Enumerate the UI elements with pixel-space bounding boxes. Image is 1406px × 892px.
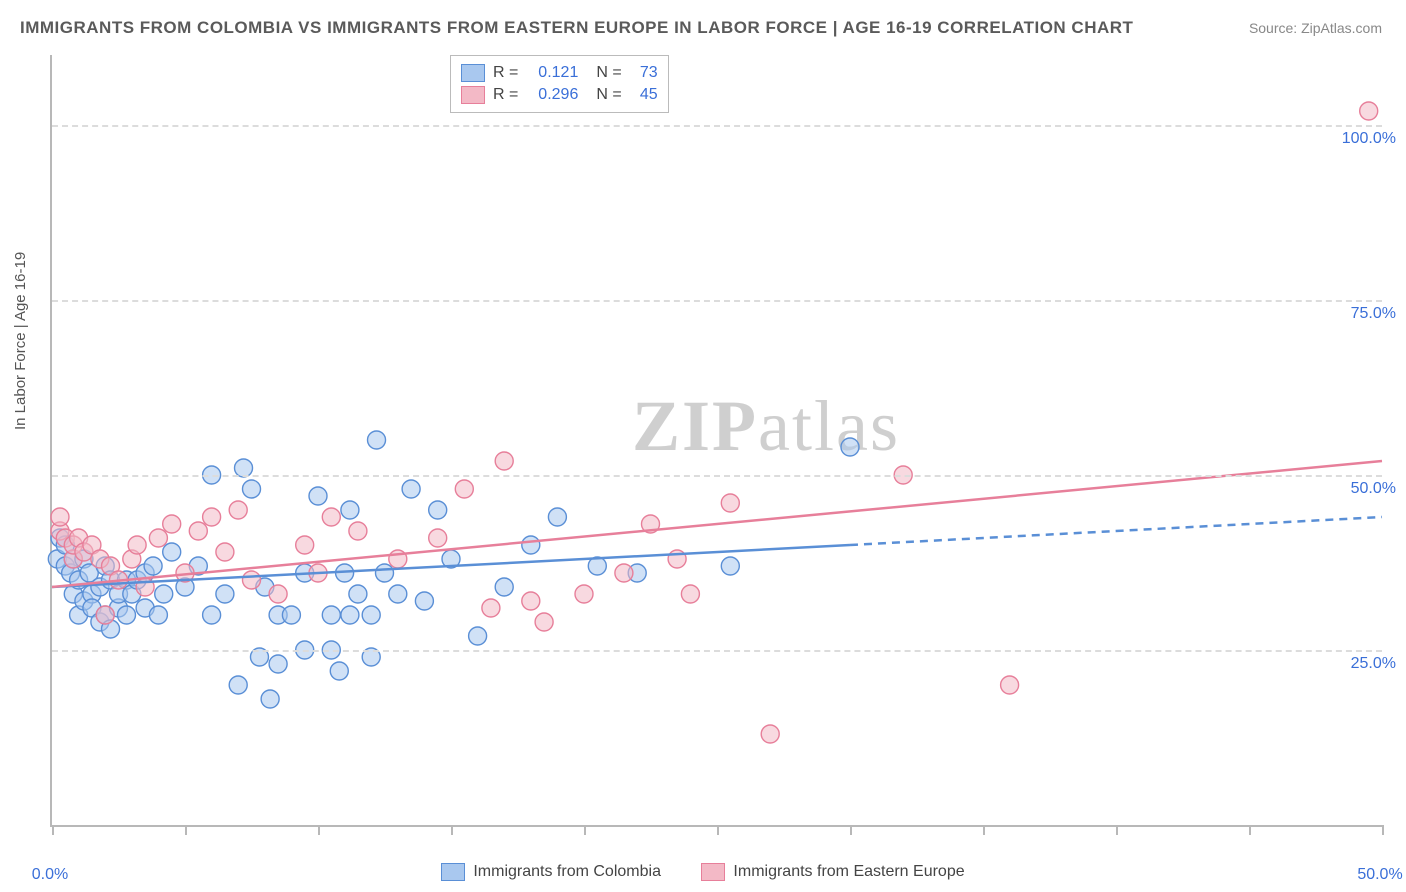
y-tick-label: 50.0% (1351, 480, 1396, 498)
legend-label-eastern-europe: Immigrants from Eastern Europe (733, 863, 964, 881)
chart-title: IMMIGRANTS FROM COLOMBIA VS IMMIGRANTS F… (20, 18, 1133, 38)
y-tick-label: 100.0% (1342, 130, 1396, 148)
r-label: R = (493, 84, 518, 106)
chart-svg (52, 55, 1382, 825)
n-value-colombia: 73 (630, 62, 658, 84)
y-axis-label: In Labor Force | Age 16-19 (12, 252, 29, 430)
x-tick-label: 50.0% (1357, 866, 1402, 884)
series-legend: Immigrants from Colombia Immigrants from… (0, 863, 1406, 886)
y-tick-label: 25.0% (1351, 655, 1396, 673)
n-label: N = (596, 84, 621, 106)
swatch-eastern-europe (461, 86, 485, 104)
n-value-eastern-europe: 45 (630, 84, 658, 106)
legend-label-colombia: Immigrants from Colombia (473, 863, 661, 881)
legend-item-colombia: Immigrants from Colombia (441, 863, 661, 881)
y-tick-label: 75.0% (1351, 305, 1396, 323)
source-label: Source: ZipAtlas.com (1249, 20, 1382, 36)
legend-item-eastern-europe: Immigrants from Eastern Europe (701, 863, 964, 881)
plot-area: ZIPatlas (50, 55, 1382, 827)
correlation-legend: R = 0.121 N = 73 R = 0.296 N = 45 (450, 55, 669, 113)
r-label: R = (493, 62, 518, 84)
x-tick-label: 0.0% (32, 866, 68, 884)
swatch-colombia-icon (441, 863, 465, 881)
legend-row-eastern-europe: R = 0.296 N = 45 (461, 84, 658, 106)
swatch-eastern-europe-icon (701, 863, 725, 881)
n-label: N = (596, 62, 621, 84)
r-value-colombia: 0.121 (526, 62, 578, 84)
r-value-eastern-europe: 0.296 (526, 84, 578, 106)
legend-row-colombia: R = 0.121 N = 73 (461, 62, 658, 84)
swatch-colombia (461, 64, 485, 82)
